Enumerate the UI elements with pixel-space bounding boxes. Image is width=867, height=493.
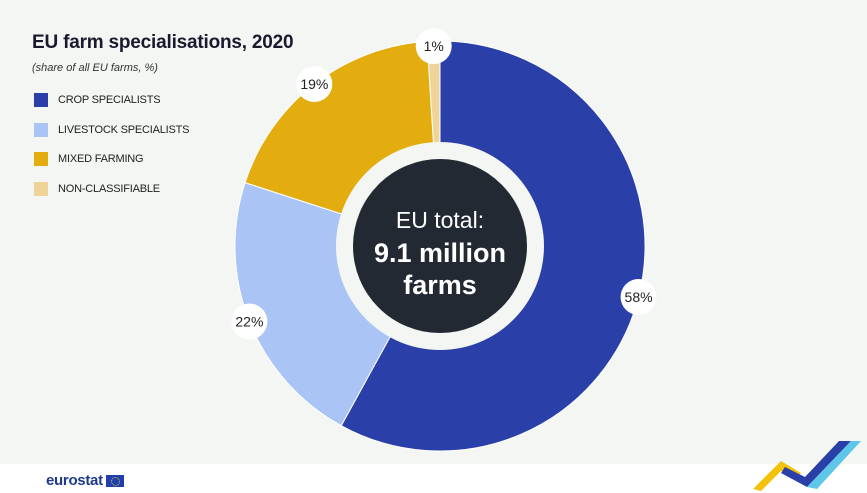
center-label-line1: EU total: [396, 207, 484, 233]
legend-label: CROP SPECIALISTS [58, 94, 161, 106]
eu-flag-icon [105, 474, 124, 487]
brand-name: eurostat [46, 472, 103, 489]
slice-label-crop-specialists: 58% [620, 278, 657, 315]
donut-chart: EU total: 9.1 million farms 58% 22% 19% 1% [231, 28, 657, 452]
slice-label-bubble [231, 303, 268, 340]
chart-title: EU farm specialisations, 2020 [32, 32, 294, 53]
legend-swatch [34, 181, 48, 196]
slice-label-non-classifiable: 1% [415, 28, 452, 65]
slice-label-bubble [620, 278, 657, 315]
brand-logo: eurostat [46, 472, 124, 489]
legend-item-mixed-farming: MIXED FARMING [34, 151, 189, 167]
chart-subtitle: (share of all EU farms, %) [32, 62, 158, 74]
legend-swatch [34, 93, 48, 107]
eurostat-swoosh-icon [753, 441, 861, 491]
slice-label-bubble [415, 28, 452, 65]
legend-swatch [34, 122, 48, 137]
slice-label-text: 1% [424, 38, 444, 54]
slice-label-bubble [296, 66, 333, 103]
footer: eurostat [0, 464, 867, 493]
legend-item-livestock-specialists: LIVESTOCK SPECIALISTS [34, 122, 190, 138]
legend-label: LIVESTOCK SPECIALISTS [58, 123, 190, 136]
slice-label-text: 58% [625, 289, 653, 305]
center-label-line2: 9.1 million [374, 238, 506, 268]
legend-item-non-classifiable: NON-CLASSIFIABLE [34, 181, 189, 197]
center-disc [353, 159, 527, 333]
legend-label: MIXED FARMING [58, 153, 144, 165]
legend-item-crop-specialists: CROP SPECIALISTS [34, 92, 189, 108]
slice-labels: 58% 22% 19% 1% [231, 28, 657, 340]
slice-label-text: 22% [235, 313, 263, 329]
legend-swatch [34, 152, 48, 166]
chart-legend: CROP SPECIALISTS LIVESTOCK SPECIALISTS M… [34, 92, 190, 210]
slice-label-mixed-farming: 19% [296, 66, 333, 103]
slice-label-livestock-specialists: 22% [231, 303, 268, 340]
center-label-line3: farms [403, 270, 477, 300]
slice-label-text: 19% [300, 76, 328, 92]
legend-label: NON-CLASSIFIABLE [58, 182, 160, 195]
